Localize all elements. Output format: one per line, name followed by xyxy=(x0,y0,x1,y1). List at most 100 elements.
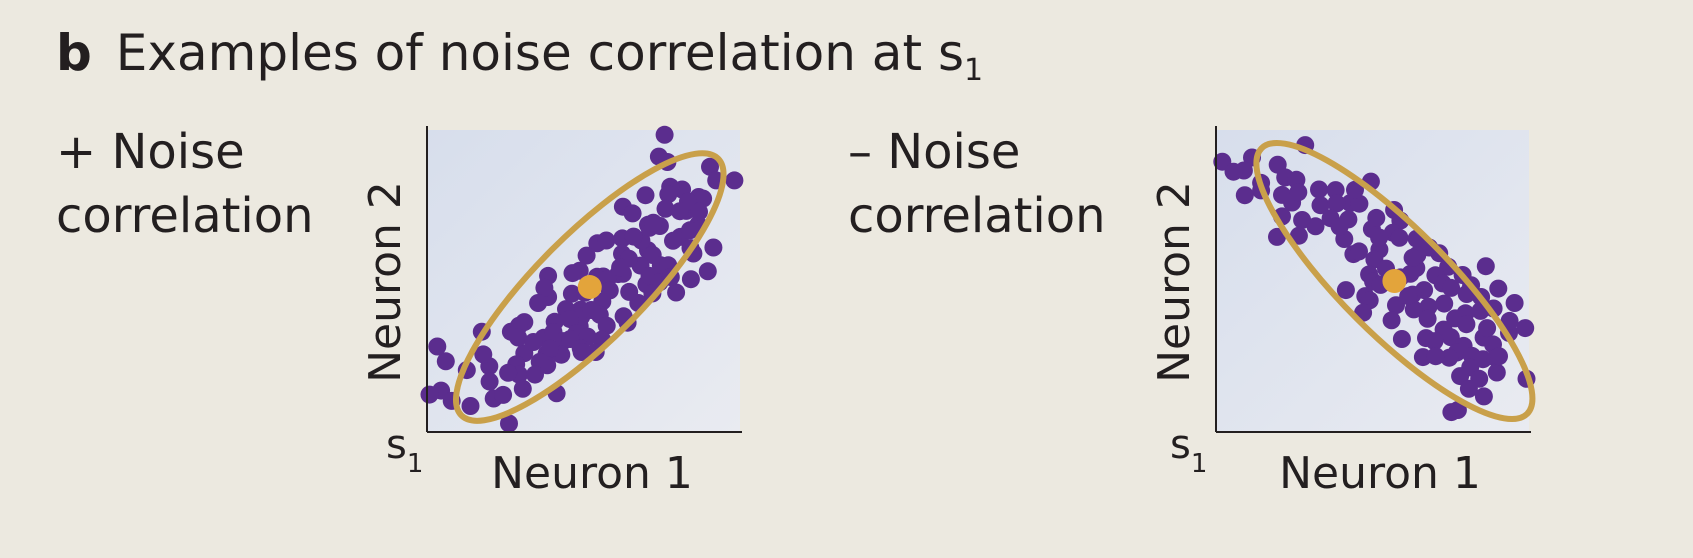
data-point xyxy=(494,385,513,404)
data-point xyxy=(1392,330,1411,348)
data-point xyxy=(620,282,639,301)
stimulus-subscript: 1 xyxy=(1191,449,1208,479)
data-point xyxy=(1367,208,1386,227)
data-point xyxy=(701,157,719,176)
data-point xyxy=(1390,228,1409,247)
data-point xyxy=(480,372,499,391)
data-point xyxy=(1311,196,1330,215)
data-point xyxy=(428,337,447,356)
panel-1-label: + Noise correlation xyxy=(56,120,314,248)
data-point xyxy=(577,246,596,265)
data-point xyxy=(561,310,579,329)
covariance-ellipse xyxy=(1253,139,1536,423)
data-point xyxy=(1289,183,1308,202)
data-point xyxy=(582,301,601,319)
data-point xyxy=(1327,194,1346,213)
data-point xyxy=(524,333,543,351)
data-point xyxy=(725,171,744,190)
data-point xyxy=(1289,226,1308,245)
data-point xyxy=(1382,311,1401,330)
data-point xyxy=(664,231,682,250)
panel-2-label-line2: correlation xyxy=(848,188,1106,244)
data-point xyxy=(681,270,700,289)
x-axis-label: Neuron 1 xyxy=(1279,448,1481,499)
data-point xyxy=(1293,211,1312,229)
data-point xyxy=(1441,328,1460,347)
data-point xyxy=(436,352,455,371)
data-point xyxy=(1487,363,1506,382)
data-point xyxy=(572,343,591,361)
data-point xyxy=(1459,379,1478,398)
data-point xyxy=(644,213,663,232)
data-point xyxy=(1489,279,1508,298)
scatter-panel-positive: Neuron 2 Neuron 1 s1 xyxy=(360,125,744,499)
data-point xyxy=(1425,332,1444,351)
data-point xyxy=(420,385,439,404)
data-point xyxy=(541,339,559,358)
panel-2-label-line1: – Noise xyxy=(848,124,1021,180)
data-point xyxy=(1490,347,1508,366)
data-point xyxy=(513,379,532,398)
x-axis-label: Neuron 1 xyxy=(491,448,693,499)
data-point xyxy=(624,227,643,246)
data-point xyxy=(1235,186,1254,205)
data-point xyxy=(1440,348,1459,367)
data-point xyxy=(1336,281,1355,300)
data-point xyxy=(1403,248,1422,267)
data-point xyxy=(1500,311,1519,330)
stimulus-label: s1 xyxy=(1170,422,1207,479)
data-point xyxy=(1413,348,1432,367)
data-point xyxy=(623,204,642,223)
data-point xyxy=(1426,347,1445,366)
panel-1-label-line2: correlation xyxy=(56,188,314,244)
data-point xyxy=(509,328,528,347)
data-point xyxy=(1505,294,1524,312)
data-point xyxy=(562,284,581,303)
panel-letter: b xyxy=(56,24,92,82)
stimulus-subscript: 1 xyxy=(407,449,424,479)
data-point xyxy=(1442,403,1461,422)
data-point xyxy=(1268,227,1286,246)
data-point xyxy=(1451,367,1470,386)
data-point xyxy=(1224,162,1243,181)
data-point xyxy=(680,221,699,240)
data-point xyxy=(611,258,630,277)
data-point xyxy=(1326,181,1345,200)
scatter-panel-negative: Neuron 2 Neuron 1 s1 xyxy=(1149,126,1536,499)
title-text: Examples of noise correlation at s xyxy=(115,24,964,82)
data-point xyxy=(1350,194,1369,213)
data-point xyxy=(690,202,708,221)
panel-2-label: – Noise correlation xyxy=(848,120,1106,248)
y-axis-label: Neuron 2 xyxy=(1149,181,1200,383)
covariance-ellipse xyxy=(452,150,727,424)
data-point xyxy=(529,294,548,312)
data-point xyxy=(670,202,689,221)
panel-1-label-line1: + Noise xyxy=(56,124,245,180)
data-point xyxy=(1399,287,1418,306)
data-point xyxy=(1370,228,1389,247)
data-point xyxy=(698,262,717,281)
data-point xyxy=(500,414,518,433)
data-point xyxy=(636,186,655,205)
data-point xyxy=(1310,180,1328,199)
data-point xyxy=(704,238,723,257)
data-point xyxy=(1516,319,1535,338)
data-point xyxy=(461,397,480,415)
data-point xyxy=(667,283,686,302)
data-point xyxy=(659,185,678,204)
data-point xyxy=(1442,278,1461,297)
stimulus-label: s1 xyxy=(386,422,423,479)
data-point xyxy=(1435,294,1454,313)
data-point xyxy=(1418,309,1437,328)
data-point xyxy=(1350,242,1368,261)
data-point xyxy=(656,199,675,218)
figure-title: b Examples of noise correlation at s1 xyxy=(56,18,983,106)
data-point xyxy=(597,316,616,335)
data-point xyxy=(474,345,493,364)
data-point xyxy=(655,125,674,144)
data-point xyxy=(563,264,582,283)
data-point xyxy=(1306,217,1325,236)
data-point xyxy=(597,231,616,250)
data-point xyxy=(1474,387,1493,406)
